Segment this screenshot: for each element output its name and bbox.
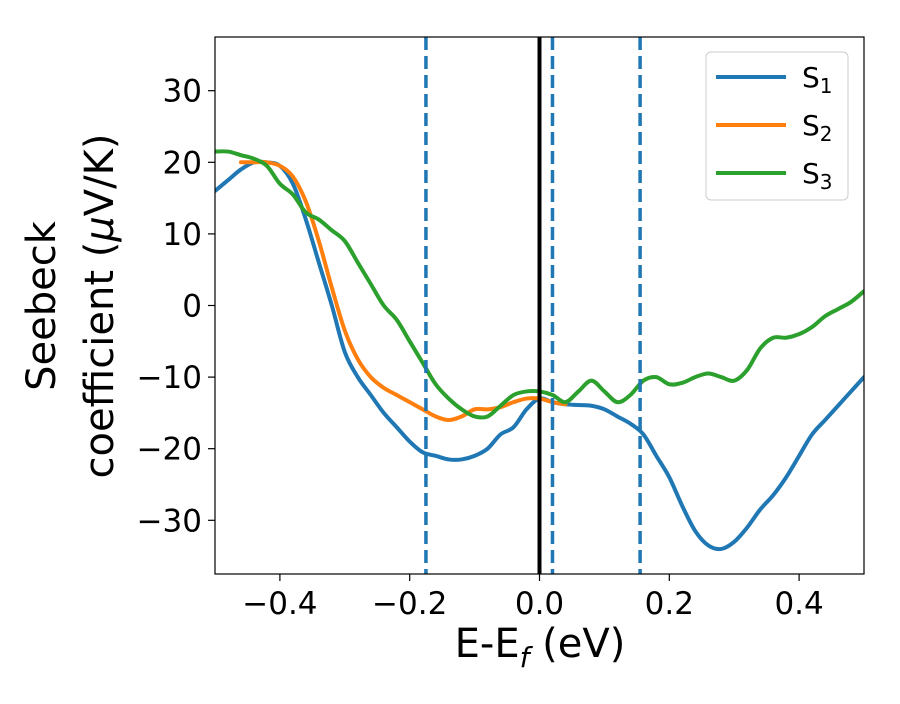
legend-label-s1: S1: [802, 61, 833, 98]
x-tick-label: −0.4: [242, 586, 317, 622]
y-tick-label: −20: [137, 432, 202, 468]
y-tick-label: 0: [182, 289, 202, 325]
y-axis-label-line1: Seebeck: [19, 220, 65, 391]
series-line-s2: [238, 160, 568, 423]
x-tick-label: 0.0: [515, 586, 564, 622]
y-axis-label-line2-suffix: V/K): [77, 134, 123, 217]
legend: S1 S2 S3: [705, 51, 849, 201]
axis-labels: E-Ef (eV) Seebeck coefficient (μV/K): [19, 134, 625, 674]
y-tick-label: −30: [137, 503, 202, 539]
x-tick-label: 0.4: [774, 586, 823, 622]
x-tick-label: −0.2: [372, 586, 447, 622]
y-tick-label: 20: [163, 145, 202, 181]
legend-label-s3: S3: [802, 157, 833, 194]
y-axis-label-line2-mu: μ: [77, 216, 123, 242]
x-tick-label: 0.2: [645, 586, 694, 622]
y-tick-label: 30: [163, 74, 202, 110]
x-axis-label: E-Ef (eV): [455, 621, 626, 674]
plot-area: [215, 37, 864, 574]
y-tick-label: 10: [163, 217, 202, 253]
y-tick-label: −10: [137, 360, 202, 396]
plot-marks: [215, 37, 864, 574]
legend-label-s2: S2: [802, 109, 833, 146]
x-axis-label-main: E-E: [455, 621, 520, 667]
y-axis-label-line2: coefficient (μV/K): [77, 134, 123, 479]
y-axis-label-line2-prefix: coefficient (: [77, 242, 123, 479]
axis-layer: −0.4 −0.2 0.0 0.2 0.4 −30 −20 −10 0 10 20 30: [137, 36, 865, 622]
x-axis-label-suffix: (eV): [529, 621, 625, 667]
